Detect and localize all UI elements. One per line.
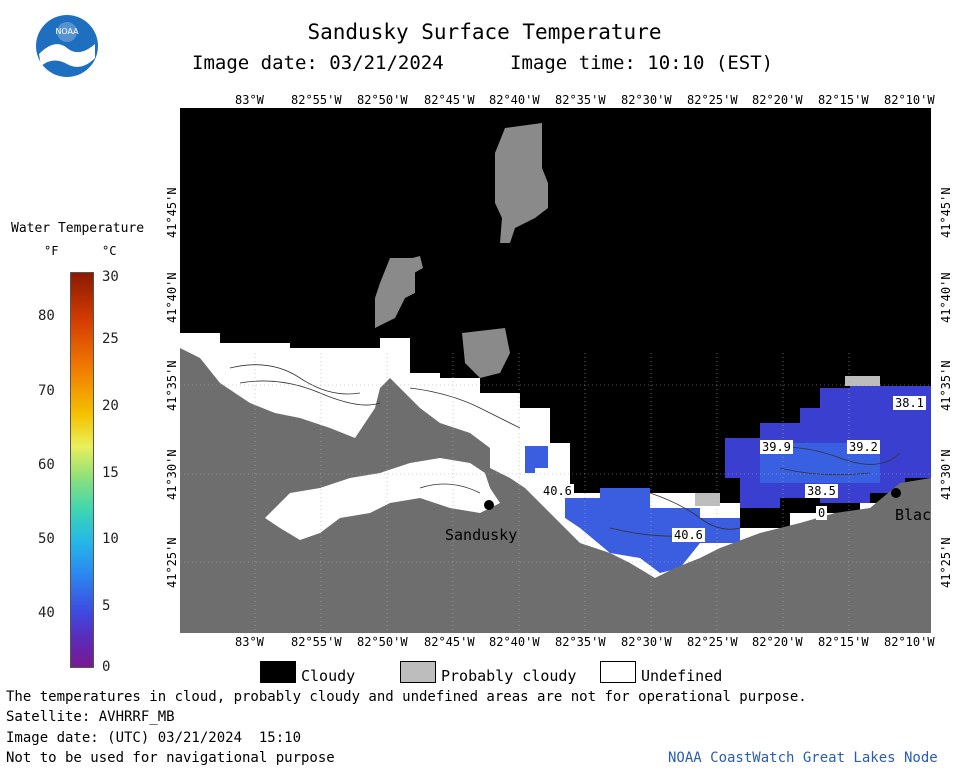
lon-label-bottom: 82°50'W — [357, 635, 408, 649]
lon-label-bottom: 82°55'W — [291, 635, 342, 649]
lon-label-top: 82°55'W — [291, 93, 342, 107]
lat-label-left: 41°30'N — [165, 449, 179, 500]
lon-label-top: 82°35'W — [555, 93, 606, 107]
temp-label: 39.9 — [760, 440, 793, 454]
lon-label-bottom: 82°25'W — [687, 635, 738, 649]
temp-label: 0 — [816, 506, 828, 520]
lon-label-bottom: 82°40'W — [489, 635, 540, 649]
lat-label-right: 41°25'N — [939, 537, 953, 588]
lat-label-right: 41°30'N — [939, 449, 953, 500]
credit-text: NOAA CoastWatch Great Lakes Node — [668, 750, 938, 766]
c-tick: 0 — [102, 659, 111, 675]
f-tick: 80 — [38, 308, 55, 324]
f-tick: 60 — [38, 457, 55, 473]
satellite-text: Satellite: AVHRRF_MB — [6, 709, 175, 725]
place-label-sandusky: Sandusky — [445, 526, 518, 544]
lon-label-top: 82°20'W — [752, 93, 803, 107]
noaa-logo: NOAA — [36, 15, 98, 77]
lat-label-right: 41°40'N — [939, 272, 953, 323]
lon-label-bottom: 82°15'W — [818, 635, 869, 649]
lon-label-bottom: 82°10'W — [884, 635, 935, 649]
lon-label-top: 82°50'W — [357, 93, 408, 107]
svg-text:NOAA: NOAA — [55, 27, 79, 36]
f-tick: 50 — [38, 531, 55, 547]
cloudy-label: Cloudy — [301, 667, 356, 685]
black-river-marker — [891, 488, 901, 498]
nav-warning-text: Not to be used for navigational purpose — [6, 750, 335, 766]
c-tick: 25 — [102, 331, 119, 347]
temp-label: 40.6 — [672, 528, 705, 542]
lon-label-top: 82°30'W — [621, 93, 672, 107]
color-scale-bar — [70, 272, 94, 668]
lat-label-left: 41°25'N — [165, 537, 179, 588]
c-tick: 30 — [102, 269, 119, 285]
lat-label-left: 41°40'N — [165, 272, 179, 323]
probably-cloudy-label: Probably cloudy — [441, 667, 577, 685]
utc-date-text: Image date: (UTC) 03/21/2024 15:10 — [6, 730, 302, 746]
lon-label-bottom: 82°30'W — [621, 635, 672, 649]
disclaimer-text: The temperatures in cloud, probably clou… — [6, 689, 807, 705]
c-tick: 10 — [102, 531, 119, 547]
c-tick: 20 — [102, 398, 119, 414]
f-tick: 40 — [38, 605, 55, 621]
lon-label-top: 82°15'W — [818, 93, 869, 107]
c-tick: 15 — [102, 465, 119, 481]
undefined-label: Undefined — [641, 667, 723, 685]
cloudy-swatch — [260, 661, 296, 683]
temp-label: 40.6 — [541, 484, 574, 498]
legend-title: Water Temperature — [11, 221, 145, 236]
lat-label-right: 41°35'N — [939, 360, 953, 411]
lon-label-top: 83°W — [235, 93, 264, 107]
lon-label-bottom: 82°20'W — [752, 635, 803, 649]
f-tick: 70 — [38, 383, 55, 399]
image-time: Image time: 10:10 (EST) — [510, 52, 774, 74]
page-title: Sandusky Surface Temperature — [307, 20, 662, 44]
probably-cloudy-swatch — [400, 661, 436, 683]
lat-label-left: 41°35'N — [165, 360, 179, 411]
lon-label-top: 82°40'W — [489, 93, 540, 107]
temp-label: 39.2 — [847, 440, 880, 454]
legend-unit-c: °C — [102, 244, 117, 258]
lon-label-top: 82°25'W — [687, 93, 738, 107]
c-tick: 5 — [102, 598, 111, 614]
lat-label-left: 41°45'N — [165, 187, 179, 238]
image-date: Image date: 03/21/2024 — [192, 52, 444, 74]
lat-label-right: 41°45'N — [939, 187, 953, 238]
sandusky-marker — [484, 500, 494, 510]
temp-label: 38.5 — [805, 484, 838, 498]
temperature-map — [180, 108, 931, 633]
temp-label: 38.1 — [893, 396, 926, 410]
lon-label-top: 82°10'W — [884, 93, 935, 107]
lon-label-bottom: 82°45'W — [424, 635, 475, 649]
legend-unit-f: °F — [44, 244, 59, 258]
lon-label-bottom: 83°W — [235, 635, 264, 649]
lon-label-bottom: 82°35'W — [555, 635, 606, 649]
lon-label-top: 82°45'W — [424, 93, 475, 107]
undefined-swatch — [600, 661, 636, 683]
place-label-blac: Blac — [895, 506, 932, 524]
